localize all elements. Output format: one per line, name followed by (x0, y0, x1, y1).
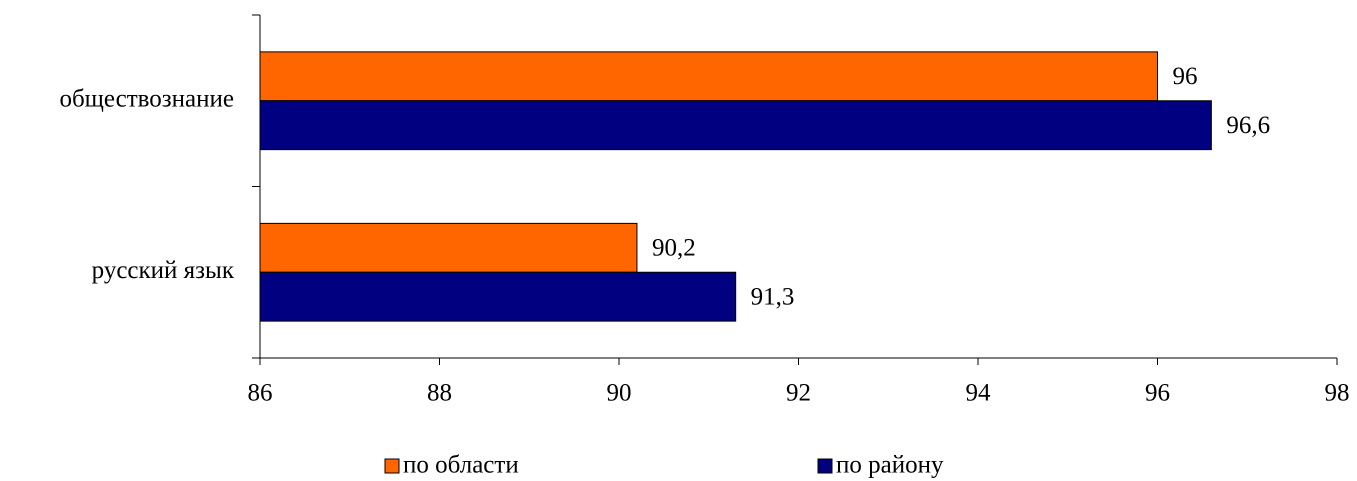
value-label: 96,6 (1226, 112, 1270, 139)
legend-swatch (817, 458, 833, 474)
x-tick-label: 98 (1325, 380, 1350, 407)
x-tick-label: 94 (966, 380, 992, 407)
category-label: русский язык (92, 257, 235, 284)
value-label: 91,3 (751, 283, 795, 310)
bar (259, 51, 1158, 102)
value-label: 90,2 (652, 235, 696, 262)
bar (259, 271, 737, 322)
x-tick-label: 86 (248, 380, 273, 407)
legend-label: по району (836, 452, 944, 479)
legend-swatch (384, 458, 400, 474)
x-tick-label: 92 (786, 380, 811, 407)
x-tick-label: 90 (607, 380, 632, 407)
value-label: 96 (1173, 63, 1198, 90)
bar (259, 222, 638, 273)
bar (259, 100, 1212, 151)
category-label: обществознание (59, 85, 234, 112)
x-tick-label: 88 (427, 380, 452, 407)
legend-label: по области (403, 452, 519, 479)
x-tick-label: 96 (1145, 380, 1170, 407)
